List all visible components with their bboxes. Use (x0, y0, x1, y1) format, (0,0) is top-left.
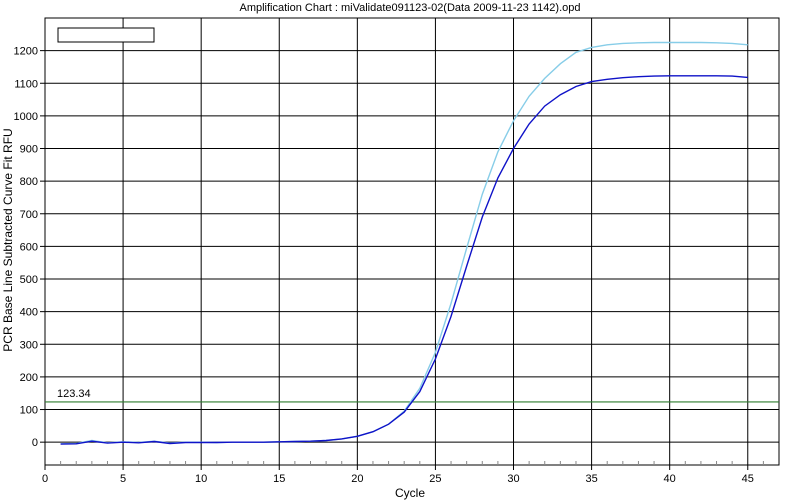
series-line-2 (60, 75, 748, 445)
y-tick-label: 300 (20, 339, 38, 351)
y-tick-label: 100 (20, 405, 38, 417)
y-tick-label: 200 (20, 372, 38, 384)
y-tick-label: 1000 (14, 111, 38, 123)
y-axis-title: PCR Base Line Subtracted Curve Fit RFU (1, 128, 15, 351)
y-tick-label: 700 (20, 209, 38, 221)
x-tick-label: 10 (195, 473, 207, 485)
plot-area: 0 5 10 15 20 25 30 35 40 45 0 100 200 300 400 500 600 700… (14, 17, 780, 485)
x-tick-label: 25 (429, 473, 441, 485)
legend-box[interactable] (57, 27, 155, 43)
plot-frame (44, 17, 780, 466)
y-tick-label: 500 (20, 274, 38, 286)
y-tick-label: 600 (20, 241, 38, 253)
y-tick-label: 1100 (14, 78, 38, 90)
y-tick-label: 1200 (14, 46, 38, 58)
chart-title: Amplification Chart : miValidate091123-0… (240, 2, 581, 14)
x-tick-label: 40 (664, 473, 676, 485)
x-tick-label: 30 (507, 473, 519, 485)
x-tick-label: 20 (351, 473, 363, 485)
x-tick-label: 45 (742, 473, 754, 485)
x-tick-label: 0 (42, 473, 48, 485)
x-tick-label: 35 (585, 473, 597, 485)
threshold-label: 123.34 (57, 388, 91, 400)
x-tick-label: 15 (273, 473, 285, 485)
x-tick-label: 5 (120, 473, 126, 485)
y-tick-label: 0 (32, 437, 38, 449)
x-axis-title: Cycle (395, 486, 425, 500)
y-tick-label: 400 (20, 307, 38, 319)
y-tick-label: 900 (20, 144, 38, 156)
y-tick-label: 800 (20, 176, 38, 188)
